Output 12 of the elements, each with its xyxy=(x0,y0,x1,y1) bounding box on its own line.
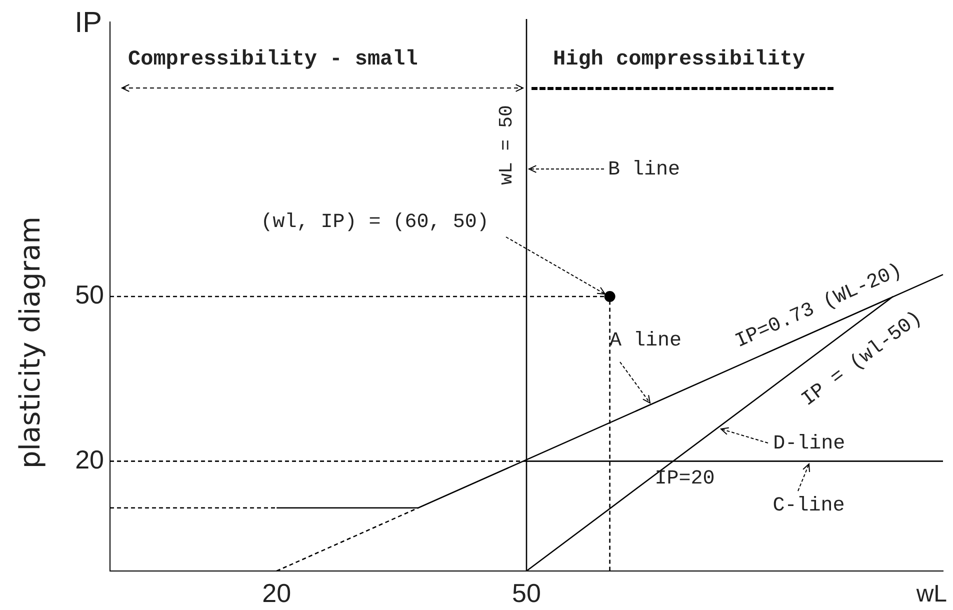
annotation: C-line xyxy=(772,494,845,518)
annotation: Compressibility - small xyxy=(128,48,418,72)
annotation: B line xyxy=(608,158,680,182)
y-axis-title: IP xyxy=(74,7,102,39)
annotation: High compressibility xyxy=(553,48,806,72)
annotation: (wl, IP) = (60, 50) xyxy=(260,210,489,234)
annotation: A line xyxy=(609,330,682,353)
ref-line-label: wL = 50 xyxy=(496,105,518,185)
x-axis-title: wL xyxy=(915,580,947,608)
text: plasticity diagram xyxy=(13,216,46,469)
annotation: D-line xyxy=(773,432,846,456)
series-label: IP=20 xyxy=(654,467,715,490)
